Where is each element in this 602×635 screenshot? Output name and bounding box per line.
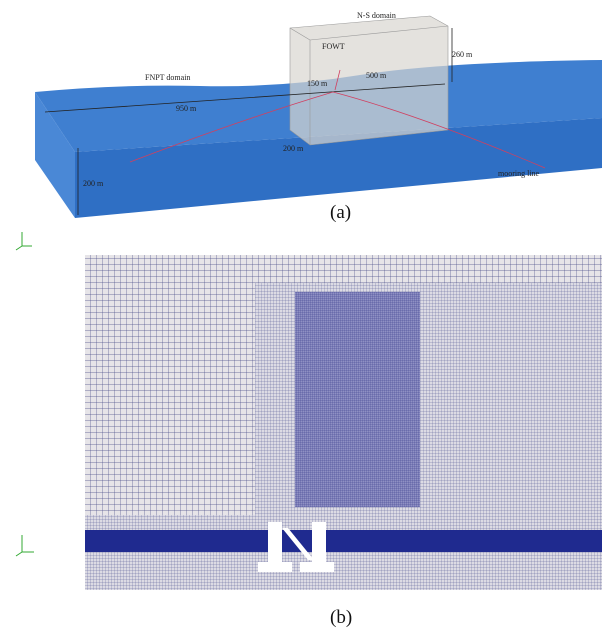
label: mooring line bbox=[498, 169, 540, 178]
caption: (a) bbox=[330, 202, 351, 223]
mesh-surface bbox=[85, 515, 602, 590]
label: N-S domain bbox=[357, 11, 396, 20]
free-surface-band bbox=[85, 530, 602, 552]
label: 200 m bbox=[83, 179, 104, 188]
label: 200 m bbox=[283, 144, 304, 153]
caption: (b) bbox=[330, 607, 352, 628]
panel-a: N-S domain FOWT 260 m FNPT domain 150 m … bbox=[16, 11, 602, 250]
label: 950 m bbox=[176, 104, 197, 113]
mesh-refined bbox=[295, 292, 420, 507]
panel-b: (b) bbox=[16, 255, 602, 628]
figure: N-S domain FOWT 260 m FNPT domain 150 m … bbox=[0, 0, 602, 635]
label: 500 m bbox=[366, 71, 387, 80]
label: 260 m bbox=[452, 50, 473, 59]
label: 150 m bbox=[307, 79, 328, 88]
label: FNPT domain bbox=[145, 73, 190, 82]
label: FOWT bbox=[322, 42, 345, 51]
